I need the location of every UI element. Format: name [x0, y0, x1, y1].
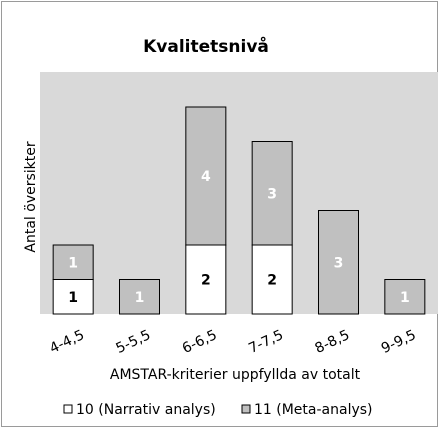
bar-segment-meta [185, 106, 227, 246]
bar-data-label: 2 [201, 273, 211, 289]
legend: 10 (Narrativ analys) 11 (Meta-analys) [63, 402, 373, 418]
legend-label: 10 (Narrativ analys) [76, 402, 216, 418]
legend-swatch [241, 404, 251, 414]
bar-segment-meta [52, 244, 94, 280]
x-tick-label: 5-5,5 [114, 327, 154, 357]
plot-area [40, 72, 438, 314]
chart-title: Kvalitetsnivå [143, 35, 269, 57]
bar-segment-meta [318, 210, 359, 315]
bar-data-label: 3 [267, 186, 277, 202]
bar-data-label: 1 [68, 255, 78, 271]
x-tick-labels: 4-4,5 5-5,5 6-6,5 7-7,5 8-8,5 9-9,5 [47, 327, 418, 357]
bar-data-label: 1 [135, 290, 145, 306]
bar-data-label: 1 [400, 290, 410, 306]
bars-group: 1 1 1 2 4 2 3 3 1 [52, 106, 426, 315]
x-tick-label: 4-4,5 [47, 327, 87, 357]
bar-segment-meta [251, 141, 293, 246]
bar-data-label: 1 [68, 290, 78, 306]
x-tick-label: 8-8,5 [313, 327, 353, 357]
bar-segment-meta [384, 279, 426, 315]
x-axis-title: AMSTAR-kriterier uppfyllda av totalt [110, 367, 361, 383]
bar-segment-narrativ [52, 279, 94, 315]
bar-segment-narrativ [251, 244, 293, 315]
bar-segment-meta [119, 279, 160, 315]
bar-data-label: 3 [334, 255, 344, 271]
bar-data-label: 2 [267, 273, 277, 289]
legend-label: 11 (Meta-analys) [254, 402, 373, 418]
x-tick-label: 6-6,5 [180, 327, 220, 357]
bar-segment-narrativ [185, 244, 227, 315]
bar-data-label: 4 [201, 169, 211, 185]
x-tick-label: 9-9,5 [379, 327, 419, 357]
y-axis-title: Antal översikter [23, 141, 39, 252]
x-tick-label: 7-7,5 [246, 327, 286, 357]
legend-swatch [63, 404, 73, 414]
